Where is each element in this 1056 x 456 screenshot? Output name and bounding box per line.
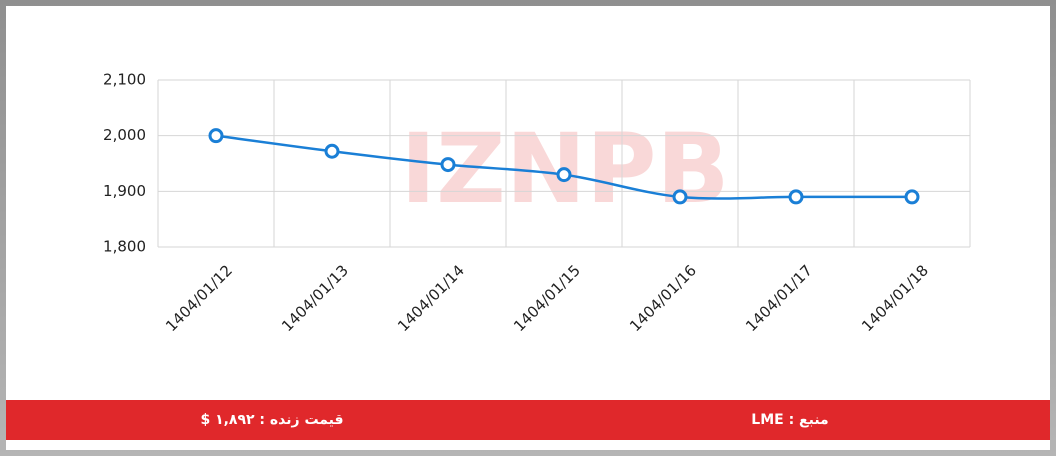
panel	[6, 6, 1050, 450]
point	[324, 143, 340, 159]
y-tick-label: 2,000	[103, 126, 146, 144]
point	[904, 189, 920, 205]
live-price: قیمت زنده : ۱,۸۹۲ $	[200, 412, 343, 428]
source: منبع : LME	[751, 412, 828, 428]
y-tick-label: 1,900	[103, 182, 146, 200]
point	[440, 157, 456, 173]
y-tick-label: 2,100	[103, 71, 146, 89]
footer-bar	[6, 400, 1050, 440]
point	[556, 167, 572, 183]
point	[788, 189, 804, 205]
point	[208, 128, 224, 144]
y-tick-label: 1,800	[103, 238, 146, 256]
point	[672, 189, 688, 205]
